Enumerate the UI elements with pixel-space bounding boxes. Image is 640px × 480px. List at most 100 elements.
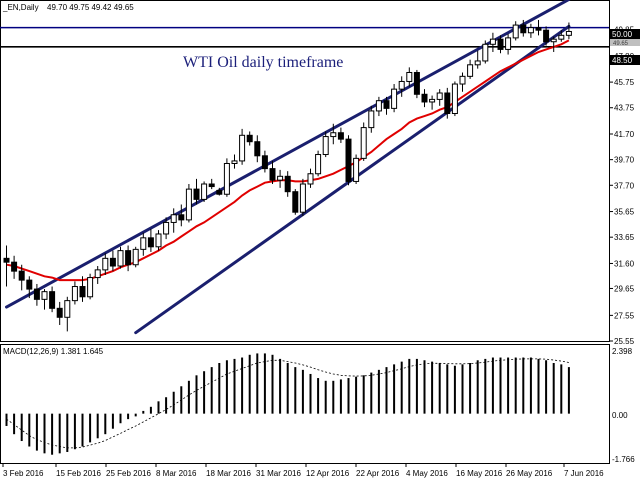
candle	[451, 81, 458, 117]
macd-signal-line	[6, 358, 569, 449]
candle-body	[436, 92, 443, 100]
candle-body	[337, 132, 344, 140]
candle-body	[223, 162, 230, 195]
current-price-small-tag	[610, 39, 640, 46]
price-axis-label: 29.65	[614, 284, 635, 293]
candle	[558, 30, 565, 42]
candle	[64, 296, 71, 332]
level-price-tag	[610, 55, 640, 65]
candle	[307, 168, 314, 188]
macd-histogram	[5, 353, 570, 455]
candle	[185, 183, 192, 223]
candle-body	[497, 38, 504, 50]
candle	[505, 34, 512, 55]
date-axis-label: 15 Feb 2016	[56, 469, 101, 478]
candle-body	[565, 30, 572, 36]
candle-body	[261, 155, 268, 170]
candle	[254, 135, 261, 163]
price-axis-label: 41.70	[614, 130, 635, 139]
candle	[193, 178, 200, 205]
candle	[315, 150, 322, 177]
candle	[261, 150, 268, 173]
candle-body	[527, 27, 534, 34]
candle-body	[299, 183, 306, 213]
candle-body	[269, 168, 276, 181]
candle-body	[163, 221, 170, 235]
candle	[398, 76, 405, 97]
channel-upper-line	[5, 0, 571, 309]
candle-body	[79, 286, 86, 298]
date-axis-label: 26 May 2016	[506, 469, 553, 478]
price-axis-label: 35.65	[614, 208, 635, 217]
macd-panel-frame	[0, 344, 610, 464]
candle-body	[147, 237, 154, 248]
candle-body	[26, 279, 33, 290]
candle	[467, 59, 474, 79]
macd-ytick-top: 2.398	[612, 347, 633, 356]
candle-body	[459, 75, 466, 85]
candle	[11, 255, 18, 279]
candle-body	[391, 88, 398, 109]
channel-lower-line	[134, 24, 571, 335]
candle	[140, 232, 147, 256]
macd-label: MACD(12,26,9) 1.381 1.645	[3, 347, 104, 356]
candle-body	[543, 29, 550, 43]
candle	[33, 283, 40, 306]
candle-body	[292, 191, 299, 213]
moving-average-line	[6, 39, 570, 282]
candle	[216, 187, 223, 196]
candle-body	[383, 100, 390, 109]
candle-body	[482, 43, 489, 62]
candle	[512, 21, 519, 41]
candle-body	[505, 37, 512, 50]
candle-body	[117, 250, 124, 267]
candle	[383, 96, 390, 115]
price-panel: 25.55 27.55 29.65 31.60 33.65 35.65 37.70 39.70…	[0, 0, 640, 346]
price-labels: 50.00 49.65 48.50	[610, 29, 640, 65]
candle	[170, 208, 177, 233]
candle	[292, 189, 299, 215]
candle-body	[132, 248, 139, 266]
candle-body	[512, 24, 519, 39]
candle	[421, 89, 428, 108]
candle-body	[406, 71, 413, 82]
candle-body	[315, 154, 322, 175]
candle	[482, 40, 489, 64]
candle-body	[216, 189, 223, 195]
candle	[550, 36, 557, 52]
price-axis-label: 33.65	[614, 233, 635, 242]
candle	[284, 171, 291, 197]
candle	[163, 217, 170, 240]
candle	[459, 72, 466, 92]
candle-body	[193, 188, 200, 200]
candle	[299, 178, 306, 217]
candle-body	[231, 160, 238, 164]
candle-body	[109, 257, 116, 267]
price-axis-label: 39.70	[614, 156, 635, 165]
candle-body	[94, 269, 101, 279]
date-axis-label: 18 Mar 2016	[206, 469, 251, 478]
candle-body	[201, 183, 208, 200]
candle-body	[33, 288, 40, 300]
date-axis-label: 8 Mar 2016	[156, 469, 197, 478]
candle	[391, 84, 398, 113]
candle-body	[185, 188, 192, 221]
candle	[406, 67, 413, 87]
candle	[337, 127, 344, 143]
candle	[360, 122, 367, 161]
candle	[413, 69, 420, 99]
candle-body	[489, 38, 496, 45]
candle	[87, 273, 94, 300]
chart-annotation: WTI Oil daily timeframe	[183, 54, 343, 71]
candle-body	[49, 291, 56, 309]
price-axis-label: 25.55	[614, 337, 635, 346]
candle	[345, 135, 352, 186]
candle-body	[413, 71, 420, 95]
candle-body	[444, 92, 451, 115]
candle	[368, 105, 375, 133]
ohlc-readout: 49.70 49.75 49.42 49.65	[47, 3, 134, 12]
candle-body	[550, 38, 557, 43]
candle-body	[353, 157, 360, 182]
date-axis-label: 3 Feb 2016	[3, 469, 44, 478]
